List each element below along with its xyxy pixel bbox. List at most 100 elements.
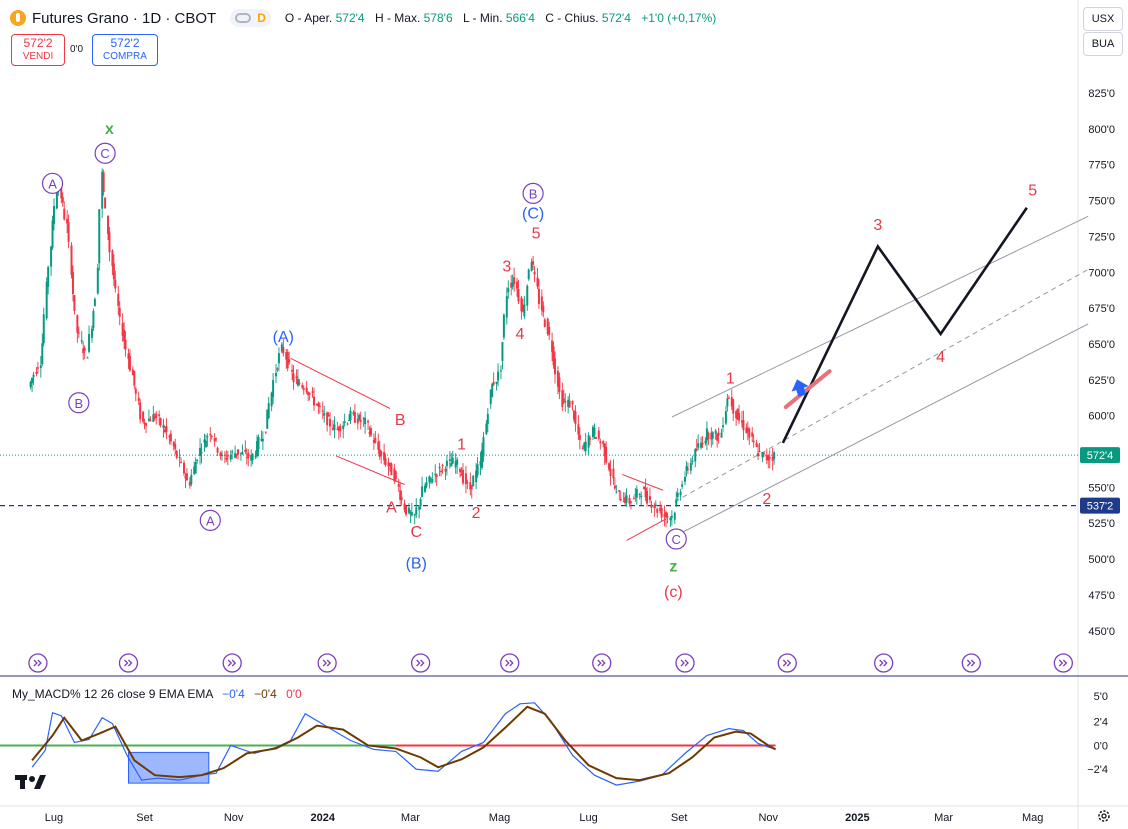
candle-body	[751, 432, 754, 437]
candle-body	[735, 410, 738, 419]
candle-body	[679, 491, 682, 496]
candle-body	[280, 344, 283, 352]
candle-body	[93, 298, 96, 307]
candle-body	[475, 470, 478, 483]
candle-body	[380, 451, 383, 456]
candle-body	[231, 451, 234, 453]
candle-body	[615, 491, 618, 493]
candle-body	[206, 436, 209, 438]
tradingview-logo-icon[interactable]	[15, 770, 47, 794]
candle-body	[239, 452, 242, 454]
candle-body	[419, 499, 422, 507]
candle-body	[499, 370, 502, 372]
candle-body	[358, 415, 361, 420]
candle-body	[599, 441, 602, 444]
candle-body	[705, 428, 708, 441]
ohlc-low-value: 566'4	[505, 11, 535, 25]
candle-body	[694, 449, 697, 462]
gear-icon[interactable]	[1096, 808, 1112, 824]
candle-body	[317, 403, 320, 407]
event-marker-icon	[675, 653, 695, 673]
candle-body	[554, 358, 557, 375]
wave-label: C	[410, 524, 422, 541]
macd-legend[interactable]: My_MACD% 12 26 close 9 EMA EMA −0'4 −0'4…	[12, 687, 302, 701]
candle-body	[67, 222, 70, 242]
candle-body	[36, 367, 39, 369]
price-tick-label: 600'0	[1088, 411, 1115, 423]
candle-body	[397, 484, 400, 487]
ohlc-low-label: L - Min.	[462, 11, 503, 25]
wave-label: (A)	[273, 329, 294, 346]
candle-body	[267, 403, 270, 419]
candle-body	[45, 281, 48, 319]
wave-label: (B)	[406, 555, 427, 572]
candle-body	[223, 454, 226, 456]
candle-body	[142, 411, 145, 422]
candle-body	[285, 352, 288, 360]
candle-body	[632, 498, 635, 500]
candle-body	[145, 423, 148, 426]
candle-body	[434, 473, 437, 475]
spread-value: 0'0	[70, 44, 84, 55]
candle-body	[564, 401, 567, 403]
support-price-label: 537'2	[1087, 501, 1114, 513]
sell-button[interactable]: 572'2 VENDI	[11, 34, 65, 66]
candle-body	[405, 505, 408, 515]
buy-button[interactable]: 572'2 COMPRA	[92, 34, 158, 66]
candle-body	[591, 426, 594, 438]
candle-body	[327, 414, 330, 417]
ohlc-change-value: +1'0 (+0,17%)	[641, 11, 717, 25]
interval-pill[interactable]: D	[230, 9, 271, 27]
candle-body	[50, 246, 53, 267]
time-tick-label: Mar	[401, 812, 420, 824]
pattern-trendline	[290, 357, 391, 409]
symbol-logo-icon	[10, 10, 26, 26]
ohlc-open-value: 572'4	[335, 11, 365, 25]
candle-body	[587, 435, 590, 448]
candle-body	[362, 417, 365, 420]
candle-body	[104, 197, 107, 209]
candle-body	[245, 457, 248, 459]
candle-body	[501, 342, 504, 361]
channel-line	[674, 268, 1089, 503]
event-marker-chevron	[597, 659, 606, 667]
candle-body	[685, 466, 688, 471]
up-arrow-icon	[791, 379, 809, 397]
candle-body	[277, 353, 280, 364]
candle-body	[368, 432, 371, 434]
candle-body	[594, 436, 597, 439]
exchange-selector[interactable]: BUA	[1083, 32, 1123, 56]
currency-selector[interactable]: USX	[1083, 7, 1123, 31]
candle-body	[530, 261, 533, 271]
candle-body	[425, 481, 428, 487]
candle-body	[76, 315, 79, 333]
wave-label: 1	[726, 370, 735, 387]
time-tick-label: Lug	[579, 812, 597, 824]
candle-body	[169, 433, 172, 442]
wave-label-circle	[522, 182, 544, 204]
candle-body	[466, 482, 469, 484]
time-tick-label: Mar	[934, 812, 953, 824]
event-marker-icon	[410, 653, 431, 673]
candle-body	[650, 504, 653, 508]
wave-label-circle	[41, 172, 64, 194]
eye-icon[interactable]	[235, 13, 252, 23]
macd-tick-label: 2'4	[1094, 717, 1108, 729]
candle-body	[66, 218, 69, 224]
candle-body	[686, 468, 689, 470]
candle-body	[510, 282, 513, 288]
price-tick-label: 475'0	[1088, 590, 1115, 602]
candle-body	[624, 497, 627, 504]
candle-body	[684, 476, 687, 482]
wave-label-circle	[68, 392, 90, 414]
macd-indicator-label: My_MACD% 12 26 close 9 EMA EMA	[12, 687, 213, 701]
candle-body	[86, 357, 89, 359]
price-tick-label: 700'0	[1088, 267, 1115, 279]
chart-title[interactable]: Futures Grano · 1D · CBOT	[32, 9, 217, 27]
candle-body	[644, 487, 647, 498]
candle-body	[659, 507, 662, 512]
candle-body	[117, 293, 120, 306]
candle-body	[82, 348, 85, 354]
candle-body	[435, 474, 438, 477]
